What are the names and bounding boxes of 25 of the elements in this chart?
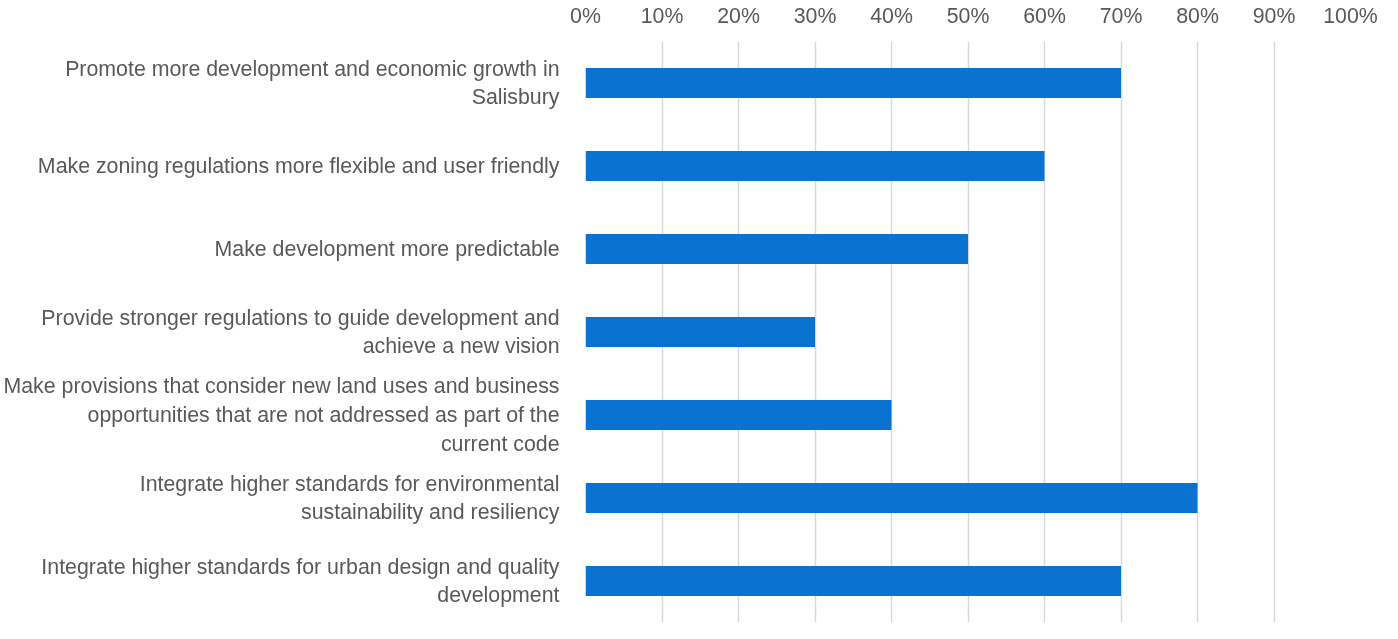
bar [585, 483, 1198, 513]
bar [585, 151, 1045, 181]
bar [585, 317, 815, 347]
x-tick-label: 40% [870, 3, 913, 28]
y-tick-label: Make zoning regulations more flexible and user friendly [37, 154, 560, 178]
x-tick-label: 100% [1323, 3, 1378, 28]
y-tick-label: Promote more development and economic growth in Salisbury [65, 56, 560, 110]
x-tick-label: 30% [793, 3, 837, 28]
y-tick-label: Integrate higher standards for urban design and quality development [41, 554, 560, 608]
bar [585, 400, 892, 430]
x-tick-label: 80% [1176, 3, 1219, 28]
x-tick-label: 20% [717, 3, 760, 28]
x-tick-label: 50% [946, 3, 990, 28]
bar [585, 234, 968, 264]
x-tick-label: 10% [640, 3, 684, 28]
x-tick-label: 90% [1252, 3, 1296, 28]
y-tick-label: Make provisions that consider new land uses and business opportunities that are not addressed as part of the current code [3, 374, 560, 456]
x-tick-label: 60% [1023, 3, 1066, 28]
x-tick-label: 0% [570, 3, 601, 28]
bar [585, 566, 1121, 596]
bar [585, 68, 1121, 98]
y-tick-label: Make development more predictable [214, 237, 560, 261]
y-tick-label: Provide stronger regulations to guide development and achieve a new vision [41, 305, 560, 359]
y-tick-label: Integrate higher standards for environmental sustainability and resiliency [139, 471, 560, 525]
x-tick-label: 70% [1099, 3, 1143, 28]
